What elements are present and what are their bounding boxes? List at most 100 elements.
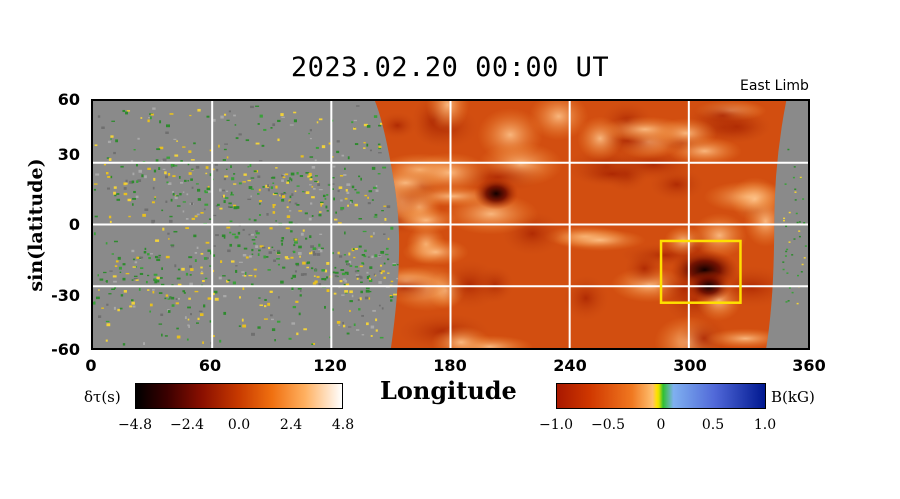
magnetic-speck [167, 182, 172, 186]
magnetic-speck [107, 187, 111, 190]
magnetic-speck [139, 256, 144, 259]
magnetic-speck [316, 275, 320, 278]
magnetic-speck [247, 198, 252, 201]
magnetic-speck [101, 126, 105, 130]
magnetic-speck [188, 172, 192, 175]
magnetic-speck [368, 277, 371, 281]
magnetic-speck [396, 277, 400, 280]
magnetic-speck [241, 271, 245, 273]
magnetic-speck [791, 291, 794, 294]
magnetic-speck [208, 190, 212, 193]
magnetic-speck [174, 196, 178, 200]
magnetic-speck [196, 322, 199, 324]
magnetic-speck [166, 156, 171, 159]
magnetic-speck [157, 256, 161, 259]
magnetic-speck [372, 186, 377, 189]
magnetic-speck [223, 200, 226, 204]
magnetic-speck [136, 256, 140, 259]
magnetic-speck [144, 208, 149, 211]
magnetic-speck [223, 236, 226, 239]
magnetic-speck [277, 138, 280, 142]
magnetic-speck [119, 271, 122, 273]
magnetic-speck [137, 137, 140, 140]
magnetic-speck [309, 252, 313, 255]
magnetic-speck [169, 215, 173, 218]
magnetic-speck [161, 283, 165, 287]
magnetic-speck [343, 254, 347, 256]
x-tick-label: 120 [313, 356, 347, 375]
magnetic-speck [152, 290, 155, 294]
magnetic-speck [247, 179, 251, 182]
far-side-texture-blob [374, 167, 444, 198]
magnetic-speck [335, 211, 337, 214]
magnetic-speck [308, 217, 312, 221]
magnetic-speck [378, 145, 382, 148]
magnetic-speck [302, 229, 305, 232]
magnetic-speck [226, 279, 229, 283]
magnetic-speck [321, 269, 326, 272]
magnetic-speck [300, 232, 304, 236]
magnetic-speck [318, 248, 321, 251]
magnetic-speck [255, 230, 258, 233]
magnetic-speck [371, 166, 376, 170]
magnetic-speck [332, 165, 336, 168]
magnetic-speck [153, 177, 156, 181]
magnetic-speck [258, 214, 262, 216]
magnetic-speck [206, 187, 211, 191]
magnetic-speck [154, 280, 158, 284]
magnetic-speck [297, 287, 302, 290]
magnetic-speck [303, 328, 307, 331]
magnetic-speck [223, 295, 227, 298]
magnetic-speck [370, 235, 373, 238]
far-side-colorbar-tick: 0.0 [227, 417, 251, 433]
magnetic-speck [238, 325, 241, 327]
far-side-colorbar-tick: 4.8 [331, 417, 355, 433]
y-tick-label: 60 [57, 90, 80, 109]
magnetic-speck [202, 279, 205, 283]
magnetic-speck [190, 313, 192, 316]
magnetic-speck [294, 270, 297, 273]
magnetic-speck [118, 266, 122, 270]
magnetic-speck [333, 197, 336, 201]
magnetic-speck [227, 279, 231, 282]
magnetic-speck [281, 179, 284, 182]
magnetic-speck [182, 146, 186, 148]
magnetic-speck [320, 204, 322, 207]
magnetic-speck [392, 262, 396, 265]
magnetic-speck [351, 121, 354, 124]
magnetic-colorbar-tick: 0 [656, 417, 666, 433]
magnetic-speck [257, 193, 260, 195]
magnetic-speck [353, 256, 356, 259]
magnetic-speck [354, 248, 358, 250]
magnetic-speck [793, 238, 796, 240]
magnetic-speck [95, 296, 100, 300]
magnetic-speck [307, 175, 311, 178]
magnetic-speck [214, 163, 218, 166]
magnetic-speck [113, 186, 117, 189]
magnetic-speck [224, 143, 228, 145]
magnetic-speck [360, 281, 363, 284]
magnetic-speck [343, 324, 346, 328]
magnetic-speck [110, 135, 114, 138]
magnetic-speck [177, 283, 182, 287]
magnetic-speck [117, 308, 120, 312]
magnetic-speck [181, 267, 185, 271]
magnetic-speck [198, 310, 203, 313]
far-side-texture-blob [575, 162, 649, 186]
magnetic-speck [299, 289, 302, 292]
magnetic-speck [253, 170, 257, 173]
magnetic-speck [257, 326, 261, 329]
magnetic-speck [380, 250, 385, 254]
magnetic-speck [299, 294, 302, 297]
magnetic-speck [123, 192, 128, 196]
magnetic-speck [302, 261, 306, 265]
magnetic-speck [359, 297, 362, 301]
magnetic-speck [174, 264, 177, 268]
synoptic-map [93, 101, 808, 348]
magnetic-speck [258, 297, 261, 299]
magnetic-speck [791, 254, 794, 256]
magnetic-speck [308, 172, 312, 176]
magnetic-speck [140, 267, 144, 269]
magnetic-speck [187, 163, 190, 166]
magnetic-speck [792, 176, 795, 179]
